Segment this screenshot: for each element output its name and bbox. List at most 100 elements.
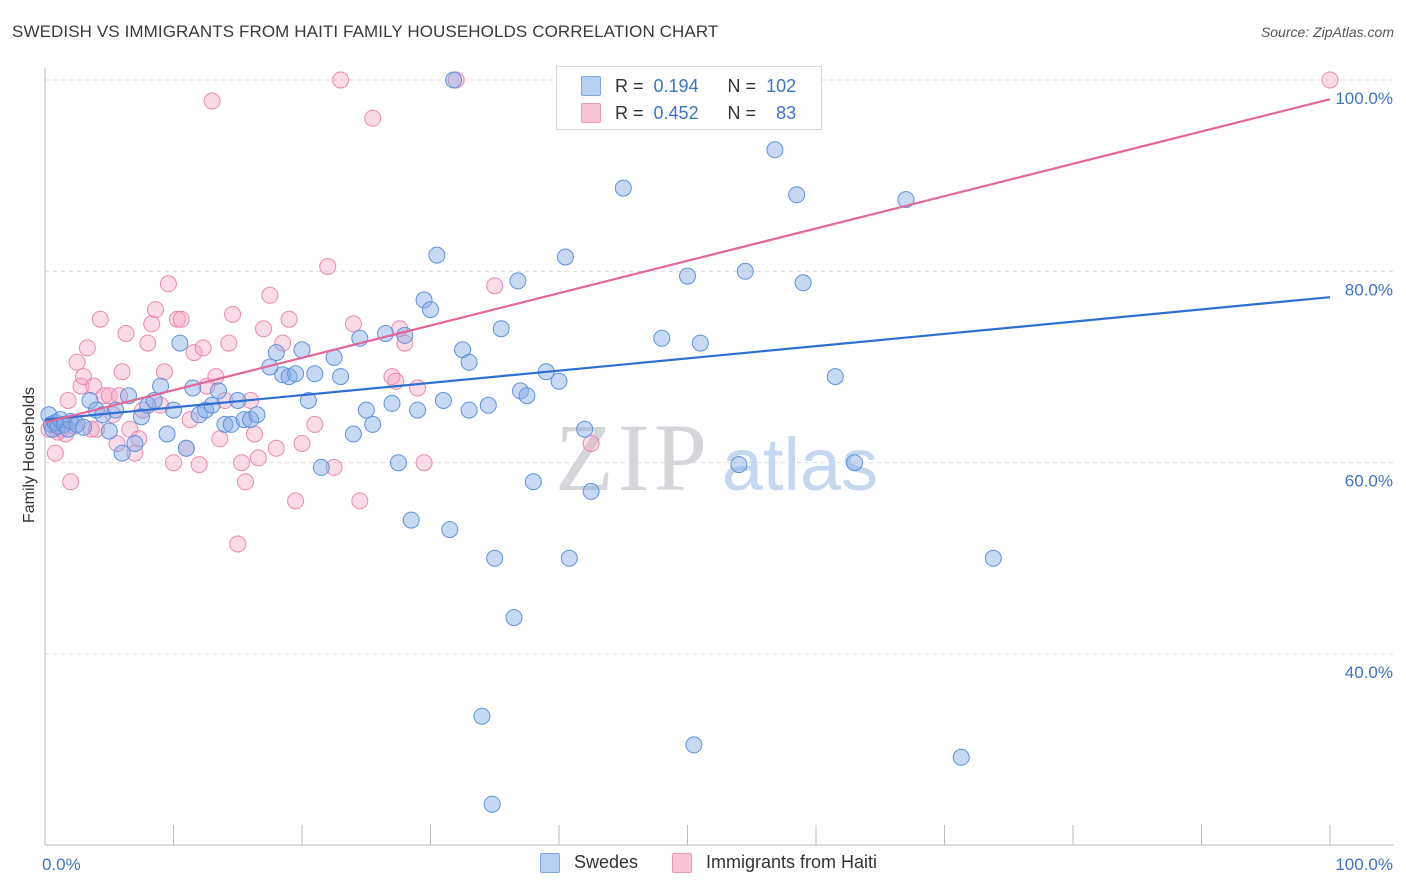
point-swedes <box>679 267 696 285</box>
point-swedes <box>409 401 427 419</box>
axes <box>44 68 1394 846</box>
point-swedes <box>81 392 99 409</box>
chart-source: Source: ZipAtlas.com <box>1260 24 1394 40</box>
point-swedes <box>582 482 600 500</box>
point-swedes <box>984 549 1002 567</box>
chart-title: SWEDISH VS IMMIGRANTS FROM HAITI FAMILY … <box>12 22 719 41</box>
y-tick-label: 80.0% <box>1345 280 1393 299</box>
y-tick-label: 40.0% <box>1345 663 1393 682</box>
point-swedes <box>422 301 439 319</box>
point-swedes <box>357 401 375 419</box>
point-swedes <box>402 511 420 529</box>
legend-n-value-haiti: 83 <box>776 102 797 123</box>
point-swedes <box>486 549 504 567</box>
legend-row-swedes: R = 0.194 N = 102 <box>581 73 796 99</box>
point-haiti <box>156 363 173 381</box>
point-haiti <box>1321 71 1339 89</box>
point-haiti <box>203 92 221 110</box>
legend-n-value-swedes: 102 <box>766 75 797 96</box>
point-haiti <box>68 353 86 371</box>
series-label-haiti: Immigrants from Haiti <box>706 852 878 872</box>
point-swedes <box>492 320 510 338</box>
point-haiti <box>332 71 350 89</box>
point-swedes <box>171 334 189 352</box>
x-tick-label-right: 100.0% <box>1335 855 1393 874</box>
point-swedes <box>235 411 253 429</box>
point-haiti <box>117 325 135 342</box>
point-swedes <box>126 435 144 452</box>
point-swedes <box>846 454 863 472</box>
point-haiti <box>168 310 186 328</box>
point-swedes <box>274 366 292 384</box>
point-swedes <box>75 418 92 436</box>
point-swedes <box>222 415 240 433</box>
y-axis-label: Family Households <box>21 387 38 523</box>
point-swedes <box>524 473 542 491</box>
series-legend-swedes[interactable]: Swedes <box>540 852 638 873</box>
series-legend: Swedes Immigrants from Haiti <box>0 852 1406 876</box>
point-haiti <box>194 339 212 357</box>
trend-lines <box>44 98 1331 424</box>
point-haiti <box>319 258 337 275</box>
legend-row-haiti: R = 0.452 N = 83 <box>581 100 796 126</box>
legend-swatch-haiti <box>581 103 601 123</box>
point-haiti <box>233 454 251 472</box>
point-haiti <box>91 310 109 328</box>
point-haiti <box>59 392 77 409</box>
point-haiti <box>72 377 90 395</box>
watermark-zip: ZIP <box>555 404 711 511</box>
point-haiti <box>364 109 382 127</box>
point-haiti <box>46 444 64 462</box>
point-swedes <box>685 736 703 754</box>
point-swedes <box>826 368 844 386</box>
point-swedes <box>332 368 350 386</box>
series-label-swedes: Swedes <box>574 852 639 872</box>
point-swedes <box>100 422 118 440</box>
legend-n-label: N = <box>727 102 757 123</box>
point-swedes <box>428 246 446 264</box>
point-haiti <box>207 368 225 386</box>
point-swedes <box>415 291 433 309</box>
point-swedes <box>344 425 362 443</box>
point-swedes <box>158 425 176 443</box>
point-swedes <box>441 521 459 539</box>
point-haiti <box>190 456 208 474</box>
point-swedes <box>312 458 330 476</box>
point-haiti <box>486 277 504 295</box>
point-haiti <box>229 535 247 553</box>
point-swedes <box>479 396 497 414</box>
point-swedes <box>653 329 671 347</box>
point-haiti <box>325 458 343 476</box>
point-swedes <box>794 274 812 292</box>
point-haiti <box>126 444 144 462</box>
point-swedes <box>248 406 266 424</box>
point-haiti <box>261 286 279 304</box>
legend-r-value-haiti: 0.452 <box>653 102 699 123</box>
point-swedes <box>434 392 452 409</box>
point-swedes <box>897 191 915 209</box>
series-swatch-swedes <box>540 852 560 873</box>
point-haiti <box>293 435 311 452</box>
point-swedes <box>287 365 305 383</box>
point-haiti <box>216 392 234 409</box>
point-swedes <box>518 387 536 405</box>
point-swedes <box>210 382 227 400</box>
point-haiti <box>274 334 292 352</box>
legend-swatch-swedes <box>581 76 601 96</box>
point-haiti <box>351 492 369 510</box>
point-haiti <box>246 425 263 443</box>
point-swedes <box>505 609 523 627</box>
point-haiti <box>249 449 267 467</box>
series-legend-haiti[interactable]: Immigrants from Haiti <box>672 852 877 873</box>
point-haiti <box>147 301 164 319</box>
point-swedes <box>299 392 317 409</box>
point-swedes <box>306 365 324 383</box>
point-swedes <box>113 444 131 462</box>
point-swedes <box>788 186 806 204</box>
point-swedes <box>267 344 285 362</box>
point-haiti <box>415 454 433 472</box>
point-swedes <box>736 262 754 280</box>
point-swedes <box>473 707 491 725</box>
point-swedes <box>389 454 407 472</box>
